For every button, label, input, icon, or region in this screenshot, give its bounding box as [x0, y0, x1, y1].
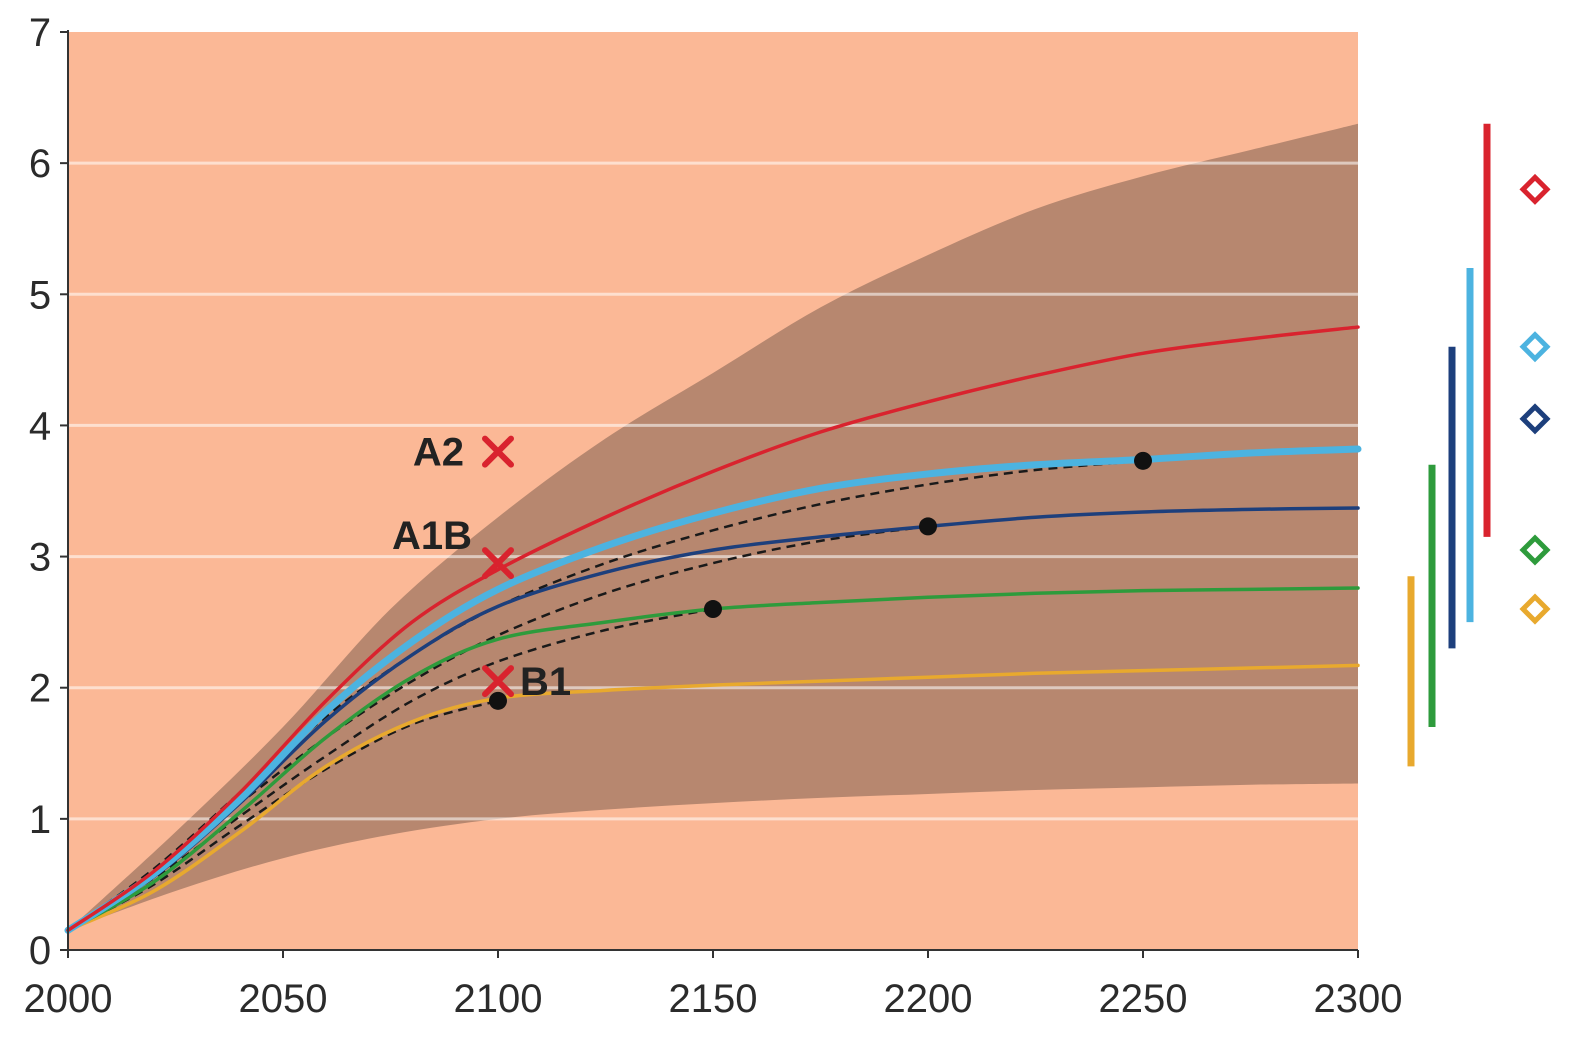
scenario-markers: A2 A1B B1 [392, 431, 571, 705]
x-tick-label: 2200 [884, 977, 973, 1021]
y-tick-labels: 0 1 2 3 4 5 6 7 [29, 11, 51, 973]
gridlines [68, 161, 1358, 821]
dashed-line [67, 459, 1144, 932]
y-tick-label: 5 [29, 273, 51, 317]
best-estimate-diamond [1519, 593, 1551, 625]
x-tick-labels: 2000 2050 2100 2150 2200 2250 2300 [24, 977, 1403, 1021]
scenario-label: A2 [413, 431, 464, 475]
y-tick-label: 4 [29, 404, 51, 448]
x-tick-label: 2100 [454, 977, 543, 1021]
series-line-red [66, 325, 1360, 933]
y-tick-label: 6 [29, 142, 51, 186]
stabilization-point [704, 600, 722, 619]
stabilization-points [489, 451, 1152, 710]
series-line-light-blue [64, 445, 1362, 934]
best-estimate-diamond [1519, 534, 1551, 566]
dashed-line [67, 699, 499, 932]
x-tick-label: 2250 [1099, 977, 1188, 1021]
stabilization-point [489, 691, 507, 710]
x-tick-label: 2000 [24, 977, 113, 1021]
best-estimate-diamond [1519, 173, 1551, 205]
y-tick-label: 0 [29, 929, 51, 973]
x-tick-label: 2300 [1314, 977, 1403, 1021]
stabilization-point [919, 517, 937, 536]
scenario-label: A1B [392, 514, 472, 558]
stabilization-point [1134, 451, 1152, 470]
y-tick-label: 3 [29, 536, 51, 580]
best-estimate-diamond [1519, 403, 1551, 435]
y-tick-label: 2 [29, 667, 51, 711]
series-lines [64, 325, 1362, 934]
series-line-yellow [66, 663, 1360, 933]
scenario-label: B1 [520, 660, 571, 704]
range-bars [1407, 123, 1551, 767]
y-tick-label: 7 [29, 11, 51, 55]
best-estimate-diamond [1519, 331, 1551, 363]
scenario-marker [482, 547, 514, 580]
scenario-marker [482, 665, 514, 698]
uncertainty-band [68, 123, 1358, 931]
axes [60, 30, 1359, 958]
series-line-green [66, 586, 1360, 933]
scenario-marker [482, 435, 514, 468]
y-tick-label: 1 [29, 798, 51, 842]
x-tick-label: 2050 [239, 977, 328, 1021]
x-tick-label: 2150 [669, 977, 758, 1021]
